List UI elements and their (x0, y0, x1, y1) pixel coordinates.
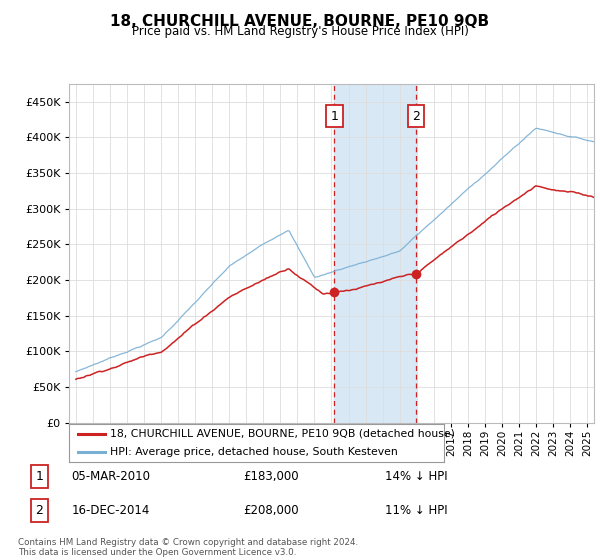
Text: 18, CHURCHILL AVENUE, BOURNE, PE10 9QB (detached house): 18, CHURCHILL AVENUE, BOURNE, PE10 9QB (… (110, 429, 455, 439)
Text: 1: 1 (35, 470, 43, 483)
Text: 1: 1 (331, 110, 338, 123)
Text: £183,000: £183,000 (244, 470, 299, 483)
Bar (334, 84, 416, 423)
Text: 2: 2 (412, 110, 420, 123)
Text: 05-MAR-2010: 05-MAR-2010 (71, 470, 151, 483)
Text: Price paid vs. HM Land Registry's House Price Index (HPI): Price paid vs. HM Land Registry's House … (131, 25, 469, 38)
Text: £208,000: £208,000 (244, 504, 299, 517)
Text: 2: 2 (35, 504, 43, 517)
Text: 14% ↓ HPI: 14% ↓ HPI (385, 470, 447, 483)
Text: 18, CHURCHILL AVENUE, BOURNE, PE10 9QB: 18, CHURCHILL AVENUE, BOURNE, PE10 9QB (110, 14, 490, 29)
Text: 16-DEC-2014: 16-DEC-2014 (71, 504, 150, 517)
Text: 11% ↓ HPI: 11% ↓ HPI (385, 504, 447, 517)
Text: HPI: Average price, detached house, South Kesteven: HPI: Average price, detached house, Sout… (110, 447, 398, 457)
Text: Contains HM Land Registry data © Crown copyright and database right 2024.
This d: Contains HM Land Registry data © Crown c… (18, 538, 358, 557)
